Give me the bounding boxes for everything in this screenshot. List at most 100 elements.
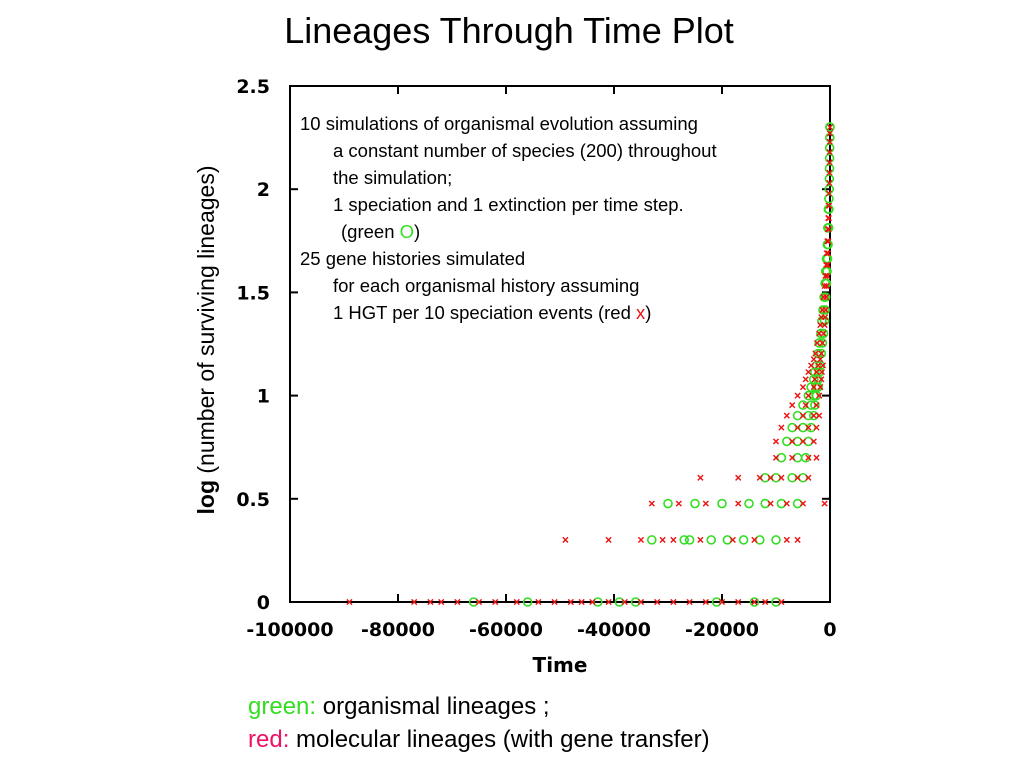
organismal-point — [711, 597, 722, 607]
molecular-point — [823, 282, 830, 290]
molecular-point — [762, 598, 769, 606]
slide-title: Lineages Through Time Plot — [284, 10, 734, 51]
molecular-point — [438, 598, 445, 606]
organismal-point — [806, 400, 816, 410]
organismal-point — [776, 498, 787, 509]
molecular-point — [813, 339, 821, 347]
organismal-point — [808, 390, 819, 401]
molecular-point — [702, 500, 709, 507]
molecular-point — [815, 362, 822, 369]
organismal-point — [646, 535, 657, 545]
molecular-point — [824, 272, 831, 279]
organismal-point — [781, 436, 792, 447]
organismal-point — [792, 498, 803, 509]
organismal-point — [823, 222, 834, 233]
organismal-point — [800, 452, 811, 463]
molecular-point — [551, 598, 558, 606]
x-axis-title: Time — [533, 653, 588, 677]
organismal-point — [722, 535, 733, 545]
molecular-point — [670, 598, 677, 606]
molecular-point — [697, 474, 704, 481]
molecular-point — [813, 401, 820, 409]
molecular-point — [767, 500, 774, 507]
molecular-point — [605, 598, 612, 606]
annotation-red-pre: 1 HGT per 10 speciation events (red — [333, 302, 631, 323]
organismal-point — [738, 535, 749, 545]
molecular-point — [805, 454, 812, 461]
molecular-point — [346, 598, 353, 606]
molecular-point — [818, 376, 825, 383]
molecular-point — [810, 438, 817, 445]
molecular-point — [686, 598, 693, 606]
molecular-point — [820, 330, 827, 337]
organismal-point — [810, 400, 820, 410]
molecular-point — [492, 598, 499, 606]
molecular-point — [825, 190, 833, 197]
molecular-point — [783, 412, 790, 419]
organismal-point — [744, 498, 754, 509]
molecular-point — [794, 536, 801, 543]
organismal-point — [706, 535, 717, 545]
red-x-marker: x — [636, 302, 646, 323]
organismal-point — [798, 472, 808, 483]
molecular-point — [729, 536, 736, 543]
organismal-point — [614, 597, 625, 607]
annotation-line-6: 25 gene histories simulated — [300, 248, 526, 269]
y-tick-label: 1 — [257, 386, 270, 408]
molecular-point — [819, 339, 826, 347]
molecular-point — [637, 598, 645, 606]
molecular-point — [808, 362, 815, 369]
annotation-line-8: 1 HGT per 10 speciation events (red x) — [300, 299, 825, 326]
organismal-point — [792, 410, 803, 421]
molecular-point — [799, 438, 807, 445]
plot-frame — [289, 85, 831, 603]
molecular-point — [825, 215, 833, 222]
annotation-line-4: 1 speciation and 1 extinction per time s… — [333, 194, 684, 215]
organismal-point — [684, 535, 695, 545]
molecular-point — [805, 392, 812, 399]
annotation-box: 10 simulations of organismal evolution a… — [300, 110, 825, 326]
organismal-point — [717, 498, 727, 509]
points-layer — [346, 122, 835, 607]
molecular-point — [794, 474, 801, 481]
annotation-red-post: ) — [645, 302, 652, 323]
molecular-point — [659, 536, 666, 543]
molecular-point — [756, 474, 763, 481]
molecular-point — [789, 401, 796, 409]
caption-green-key: green: — [248, 693, 317, 720]
molecular-point — [697, 536, 704, 543]
molecular-point — [789, 454, 796, 461]
organismal-point — [817, 338, 828, 348]
molecular-point — [823, 294, 830, 301]
x-tick-label: -80000 — [361, 619, 435, 641]
x-tick-label: -100000 — [246, 619, 333, 641]
molecular-point — [670, 536, 677, 543]
organismal-point — [825, 122, 835, 132]
molecular-point — [802, 376, 809, 383]
x-tick-label: -60000 — [469, 619, 543, 641]
annotation-line-7: for each organismal history assuming — [333, 275, 640, 296]
molecular-point — [621, 598, 628, 606]
y-tick-label: 2.5 — [236, 76, 270, 98]
organismal-point — [776, 452, 787, 463]
molecular-point — [811, 376, 818, 383]
x-tick-label: 0 — [823, 619, 836, 641]
molecular-point — [772, 438, 780, 445]
y-tick-label: 2 — [257, 179, 270, 201]
annotation-green-pre: (green — [341, 221, 395, 242]
organismal-point — [803, 410, 814, 421]
organismal-point — [787, 472, 798, 483]
caption-red-text: molecular lineages (with gene transfer) — [296, 726, 710, 753]
y-axis-title-rest: (number of surviving lineages) — [193, 165, 219, 480]
molecular-point — [805, 424, 812, 431]
organismal-point — [679, 535, 690, 545]
molecular-point — [778, 474, 785, 481]
caption-green-line: green: organismal lineages ; — [248, 690, 710, 723]
x-tick-label: -40000 — [577, 619, 651, 641]
molecular-point — [783, 500, 790, 507]
molecular-point — [822, 272, 829, 279]
molecular-point — [799, 384, 807, 391]
caption-green-text: organismal lineages ; — [322, 693, 550, 720]
molecular-point — [816, 412, 823, 419]
